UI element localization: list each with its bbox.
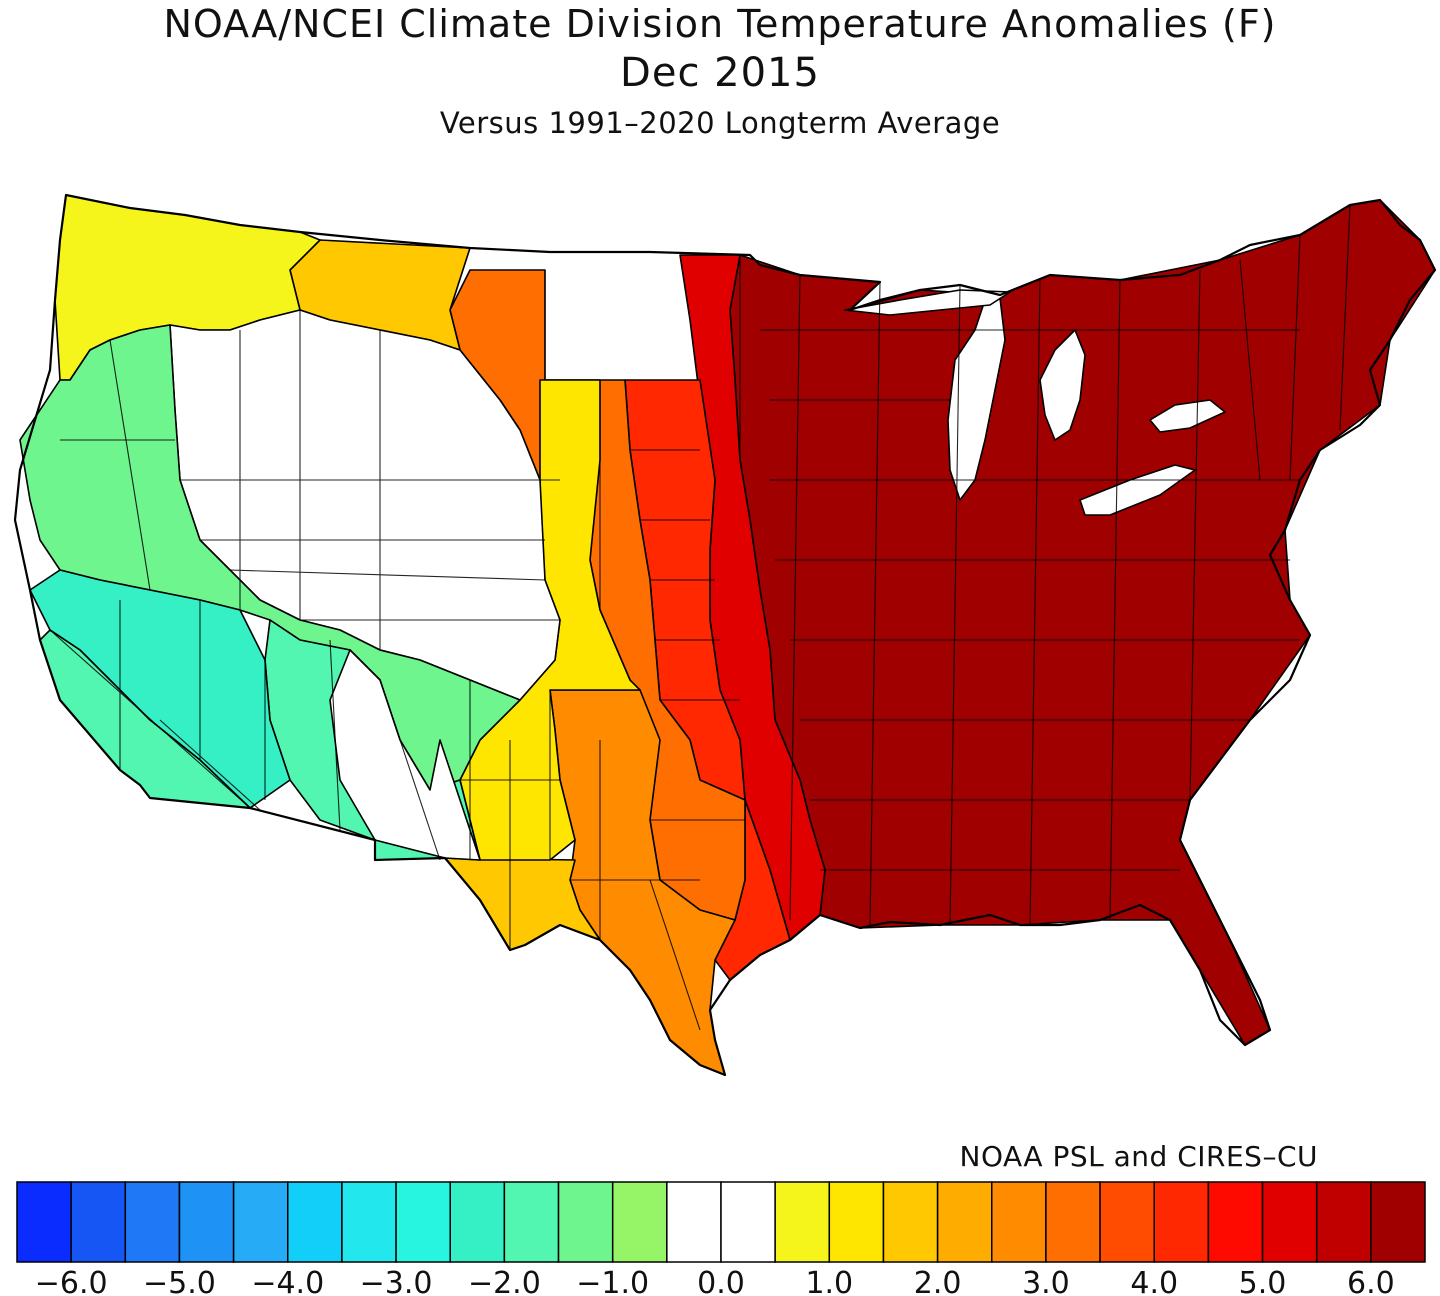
legend-bin xyxy=(1207,1181,1264,1263)
legend-bin xyxy=(1261,1181,1318,1263)
division-boundary xyxy=(949,284,961,926)
legend-tick-label: 4.0 xyxy=(1130,1266,1178,1296)
color-legend: −6.0 −5.0 −4.0 −3.0 −2.0 −1.0 0.0 1.0 2.0 3.0 4.0 5… xyxy=(16,1181,1426,1296)
division-boundary xyxy=(1029,279,1041,926)
division-boundary xyxy=(1339,204,1351,431)
legend-bin xyxy=(503,1181,560,1263)
legend-bin xyxy=(70,1181,127,1263)
map-subtitle: Versus 1991–2020 Longterm Average xyxy=(439,106,1001,140)
division-boundary xyxy=(1239,259,1261,481)
legend-bin xyxy=(1315,1181,1372,1263)
division-boundary xyxy=(1109,279,1121,921)
division-boundary xyxy=(789,274,801,921)
division-boundary xyxy=(419,659,521,701)
lake-shape xyxy=(1039,329,1086,441)
legend-bin xyxy=(774,1181,831,1263)
legend-tick-label: 3.0 xyxy=(1022,1266,1070,1296)
legend-bin xyxy=(828,1181,885,1263)
legend-bin xyxy=(178,1181,235,1263)
legend-tick-label: 0.0 xyxy=(697,1266,745,1296)
lake-shape xyxy=(1079,464,1196,516)
data-credit: NOAA PSL and CIRES–CU xyxy=(959,1140,1318,1173)
legend-bin xyxy=(287,1181,343,1263)
division-boundary xyxy=(1289,234,1301,481)
legend-tick-label: −4.0 xyxy=(251,1266,324,1296)
legend-bin xyxy=(341,1181,397,1263)
legend-bin xyxy=(557,1181,614,1263)
legend-bin xyxy=(1370,1181,1426,1263)
division-boundary xyxy=(329,639,341,831)
legend-bin xyxy=(882,1181,939,1263)
division-boundary xyxy=(399,739,441,861)
lake-shape xyxy=(844,289,1011,316)
division-boundary xyxy=(159,719,261,811)
legend-bin xyxy=(1099,1181,1155,1263)
legend-bin xyxy=(936,1181,993,1263)
legend-tick-label: −2.0 xyxy=(468,1266,541,1296)
legend-tick-label: 6.0 xyxy=(1347,1266,1395,1296)
legend-bin xyxy=(720,1181,776,1263)
division-boundary xyxy=(229,569,546,581)
legend-bin xyxy=(1045,1181,1101,1263)
legend-tick-label: −3.0 xyxy=(360,1266,433,1296)
legend-bin xyxy=(232,1181,289,1263)
legend-bin xyxy=(395,1181,451,1263)
map-period: Dec 2015 xyxy=(620,50,820,96)
division-boundary xyxy=(1189,269,1201,801)
map-title: NOAA/NCEI Climate Division Temperature A… xyxy=(163,2,1277,46)
division-boundary xyxy=(869,281,881,926)
legend-bin xyxy=(1153,1181,1210,1263)
division-boundary xyxy=(449,247,471,351)
legend-tick-label: 2.0 xyxy=(914,1266,962,1296)
legend-tick-label: −1.0 xyxy=(576,1266,649,1296)
division-boundary xyxy=(649,879,701,1031)
legend-bin xyxy=(991,1181,1047,1263)
division-boundary xyxy=(109,339,151,591)
legend-bin xyxy=(666,1181,722,1263)
legend-bin xyxy=(611,1181,668,1263)
division-boundary xyxy=(49,629,251,809)
legend-bin xyxy=(449,1181,506,1263)
lake-shape xyxy=(1149,399,1226,433)
us-climate-division-map xyxy=(13,193,1437,1077)
legend-tick-label: 5.0 xyxy=(1239,1266,1287,1296)
us-outline xyxy=(13,193,1437,1077)
legend-bin xyxy=(124,1181,181,1263)
legend-tick-label: −5.0 xyxy=(143,1266,216,1296)
region-northeast-midwest-south xyxy=(729,199,1436,1046)
legend-tick-label: −6.0 xyxy=(35,1266,108,1296)
legend-bin xyxy=(16,1181,72,1263)
legend-tick-label: 1.0 xyxy=(805,1266,853,1296)
